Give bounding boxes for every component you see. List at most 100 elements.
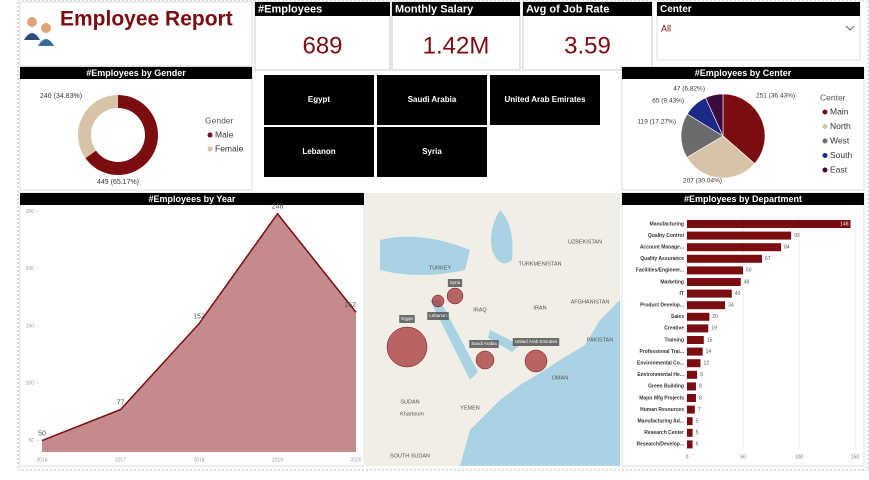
kpi-value: 3.59	[564, 32, 611, 59]
bar	[687, 254, 763, 263]
map-label: TURKMENISTAN	[519, 261, 562, 267]
legend-label: East	[830, 164, 848, 174]
bar	[687, 301, 726, 310]
data-label: 119 (17.27%)	[637, 119, 676, 126]
slicer-header	[657, 2, 860, 16]
bar	[687, 220, 851, 228]
map-bubble	[446, 287, 464, 305]
country-button[interactable]	[490, 75, 600, 125]
x-tick-label: 2019	[272, 457, 283, 463]
bar	[687, 324, 709, 333]
country-button[interactable]	[377, 127, 487, 177]
slicer-value[interactable]: All	[661, 23, 671, 33]
legend-title: Gender	[205, 115, 234, 125]
y-tick-label: Environmental Co...	[637, 361, 685, 367]
data-label: 65 (9.43%)	[652, 98, 684, 105]
map-bubble-tag: United Arab Emirates	[515, 339, 558, 344]
data-label: 19	[711, 326, 717, 332]
y-tick-label: Sales	[671, 314, 684, 320]
data-label: 8	[699, 395, 702, 401]
pie-slice	[686, 135, 756, 179]
country-button[interactable]	[264, 75, 374, 125]
legend-label: West	[830, 135, 850, 145]
x-tick-label: 150	[851, 454, 860, 460]
y-tick-label: Product Develop...	[640, 303, 685, 309]
map-label: IRAN	[533, 305, 546, 311]
country-button-label[interactable]: Lebanon	[302, 147, 335, 156]
data-label: 50	[38, 430, 46, 437]
bar	[687, 243, 782, 252]
bar	[687, 405, 695, 414]
x-tick-label: 2020	[350, 457, 361, 463]
donut-slice	[78, 95, 118, 159]
x-tick-label: 0	[686, 454, 689, 460]
legend-label: Female	[215, 143, 244, 153]
pie-slice	[680, 113, 724, 158]
y-tick-label: Manufacturing	[650, 221, 684, 227]
country-button-label[interactable]: Syria	[422, 147, 442, 156]
panel-header	[20, 193, 364, 205]
map-label: Khartoum	[400, 411, 424, 417]
data-label: 15	[707, 337, 713, 343]
legend-label: Main	[830, 106, 849, 116]
country-button-label[interactable]: Saudi Arabia	[408, 95, 457, 104]
map-label: PAKISTAN	[587, 337, 613, 343]
map-bubble-tag: Lebanon	[429, 313, 447, 318]
people-icon	[24, 17, 54, 46]
bar	[687, 266, 743, 275]
bar	[687, 428, 693, 437]
kpi-header	[523, 2, 652, 16]
map-label: SOUTH SUDAN	[390, 453, 430, 459]
legend-swatch	[822, 138, 828, 144]
legend-swatch	[822, 124, 828, 129]
map-bubble	[431, 294, 445, 308]
data-label: 162	[344, 302, 356, 309]
map-label: AFGHANISTAN	[571, 299, 610, 305]
y-tick-label: Environmental He...	[637, 372, 684, 378]
legend-label: Male	[215, 129, 234, 139]
map-tag-bg	[427, 312, 449, 320]
bar	[687, 370, 698, 379]
legend-swatch	[822, 167, 828, 173]
map-label: OMAN	[552, 375, 569, 381]
data-label: 40	[735, 291, 741, 297]
map-bubble	[386, 326, 428, 368]
country-button[interactable]	[264, 127, 374, 177]
data-label: 67	[765, 256, 771, 262]
data-label: 251 (36.43%)	[756, 93, 795, 100]
data-label: 47 (6.82%)	[673, 86, 705, 93]
country-button[interactable]	[377, 75, 487, 125]
kpi-header	[255, 2, 390, 16]
data-label: 93	[794, 233, 800, 239]
data-label: 84	[784, 245, 790, 251]
map-bubble	[475, 350, 495, 370]
country-button-label[interactable]: Egypt	[308, 95, 331, 104]
bar	[687, 312, 710, 321]
data-label: 14	[706, 349, 712, 355]
y-tick-label: Creative	[664, 326, 684, 332]
y-tick-label: Manufacturing Ad...	[638, 419, 685, 425]
data-label: 34	[728, 303, 734, 309]
data-label: 48	[744, 279, 750, 285]
data-label: 449 (65.17%)	[97, 179, 139, 186]
y-tick-label: 250	[26, 209, 35, 215]
map-label: YEMEN	[460, 405, 480, 411]
bar	[687, 231, 792, 240]
data-label: 9	[700, 372, 703, 378]
legend-swatch	[207, 146, 213, 152]
map-label: IRAQ	[473, 307, 487, 313]
bar	[687, 278, 741, 286]
dropdown-arrow	[845, 25, 855, 31]
x-tick-label: 2018	[193, 457, 204, 463]
bar	[687, 289, 732, 298]
bar	[687, 347, 703, 356]
panel-title: #Employees by Department	[684, 194, 802, 204]
kpi-value: 689	[302, 32, 342, 59]
legend-label: North	[830, 121, 851, 131]
x-tick-label: 2016	[36, 457, 47, 463]
donut-slice	[85, 95, 158, 175]
kpi-label: #Employees	[258, 3, 322, 15]
map-label: SUDAN	[400, 399, 419, 405]
country-button-label[interactable]: United Arab Emirates	[504, 95, 586, 104]
